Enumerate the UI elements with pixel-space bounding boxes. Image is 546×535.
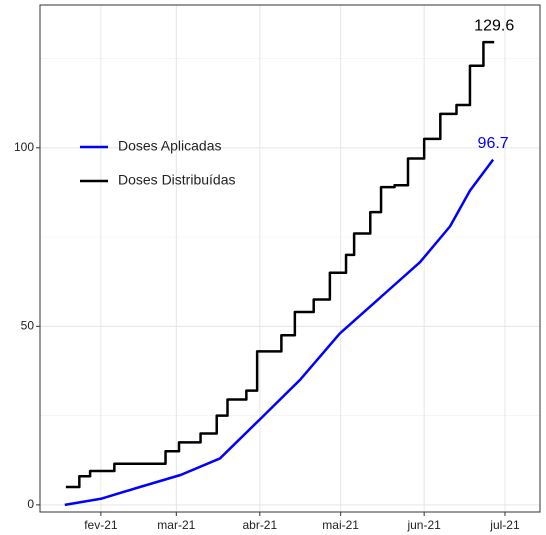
x-tick-label: jul-21 (489, 518, 520, 532)
end-value-label: 129.6 (474, 17, 514, 34)
series-line (64, 158, 495, 507)
series-line (65, 40, 495, 489)
x-tick-label: jun-21 (406, 518, 441, 532)
x-tick-label: mar-21 (157, 518, 195, 532)
legend-label: Doses Aplicadas (118, 138, 222, 154)
plot-panel (40, 5, 540, 512)
y-tick-label: 100 (14, 140, 34, 154)
x-tick-label: fev-21 (84, 518, 118, 532)
y-tick-label: 50 (21, 319, 35, 333)
end-value-label: 96.7 (478, 135, 509, 152)
y-tick-label: 0 (27, 497, 34, 511)
legend-label: Doses Distribuídas (118, 172, 236, 188)
x-tick-label: abr-21 (242, 518, 277, 532)
panel-border (39, 4, 541, 513)
x-tick-label: mai-21 (322, 518, 359, 532)
